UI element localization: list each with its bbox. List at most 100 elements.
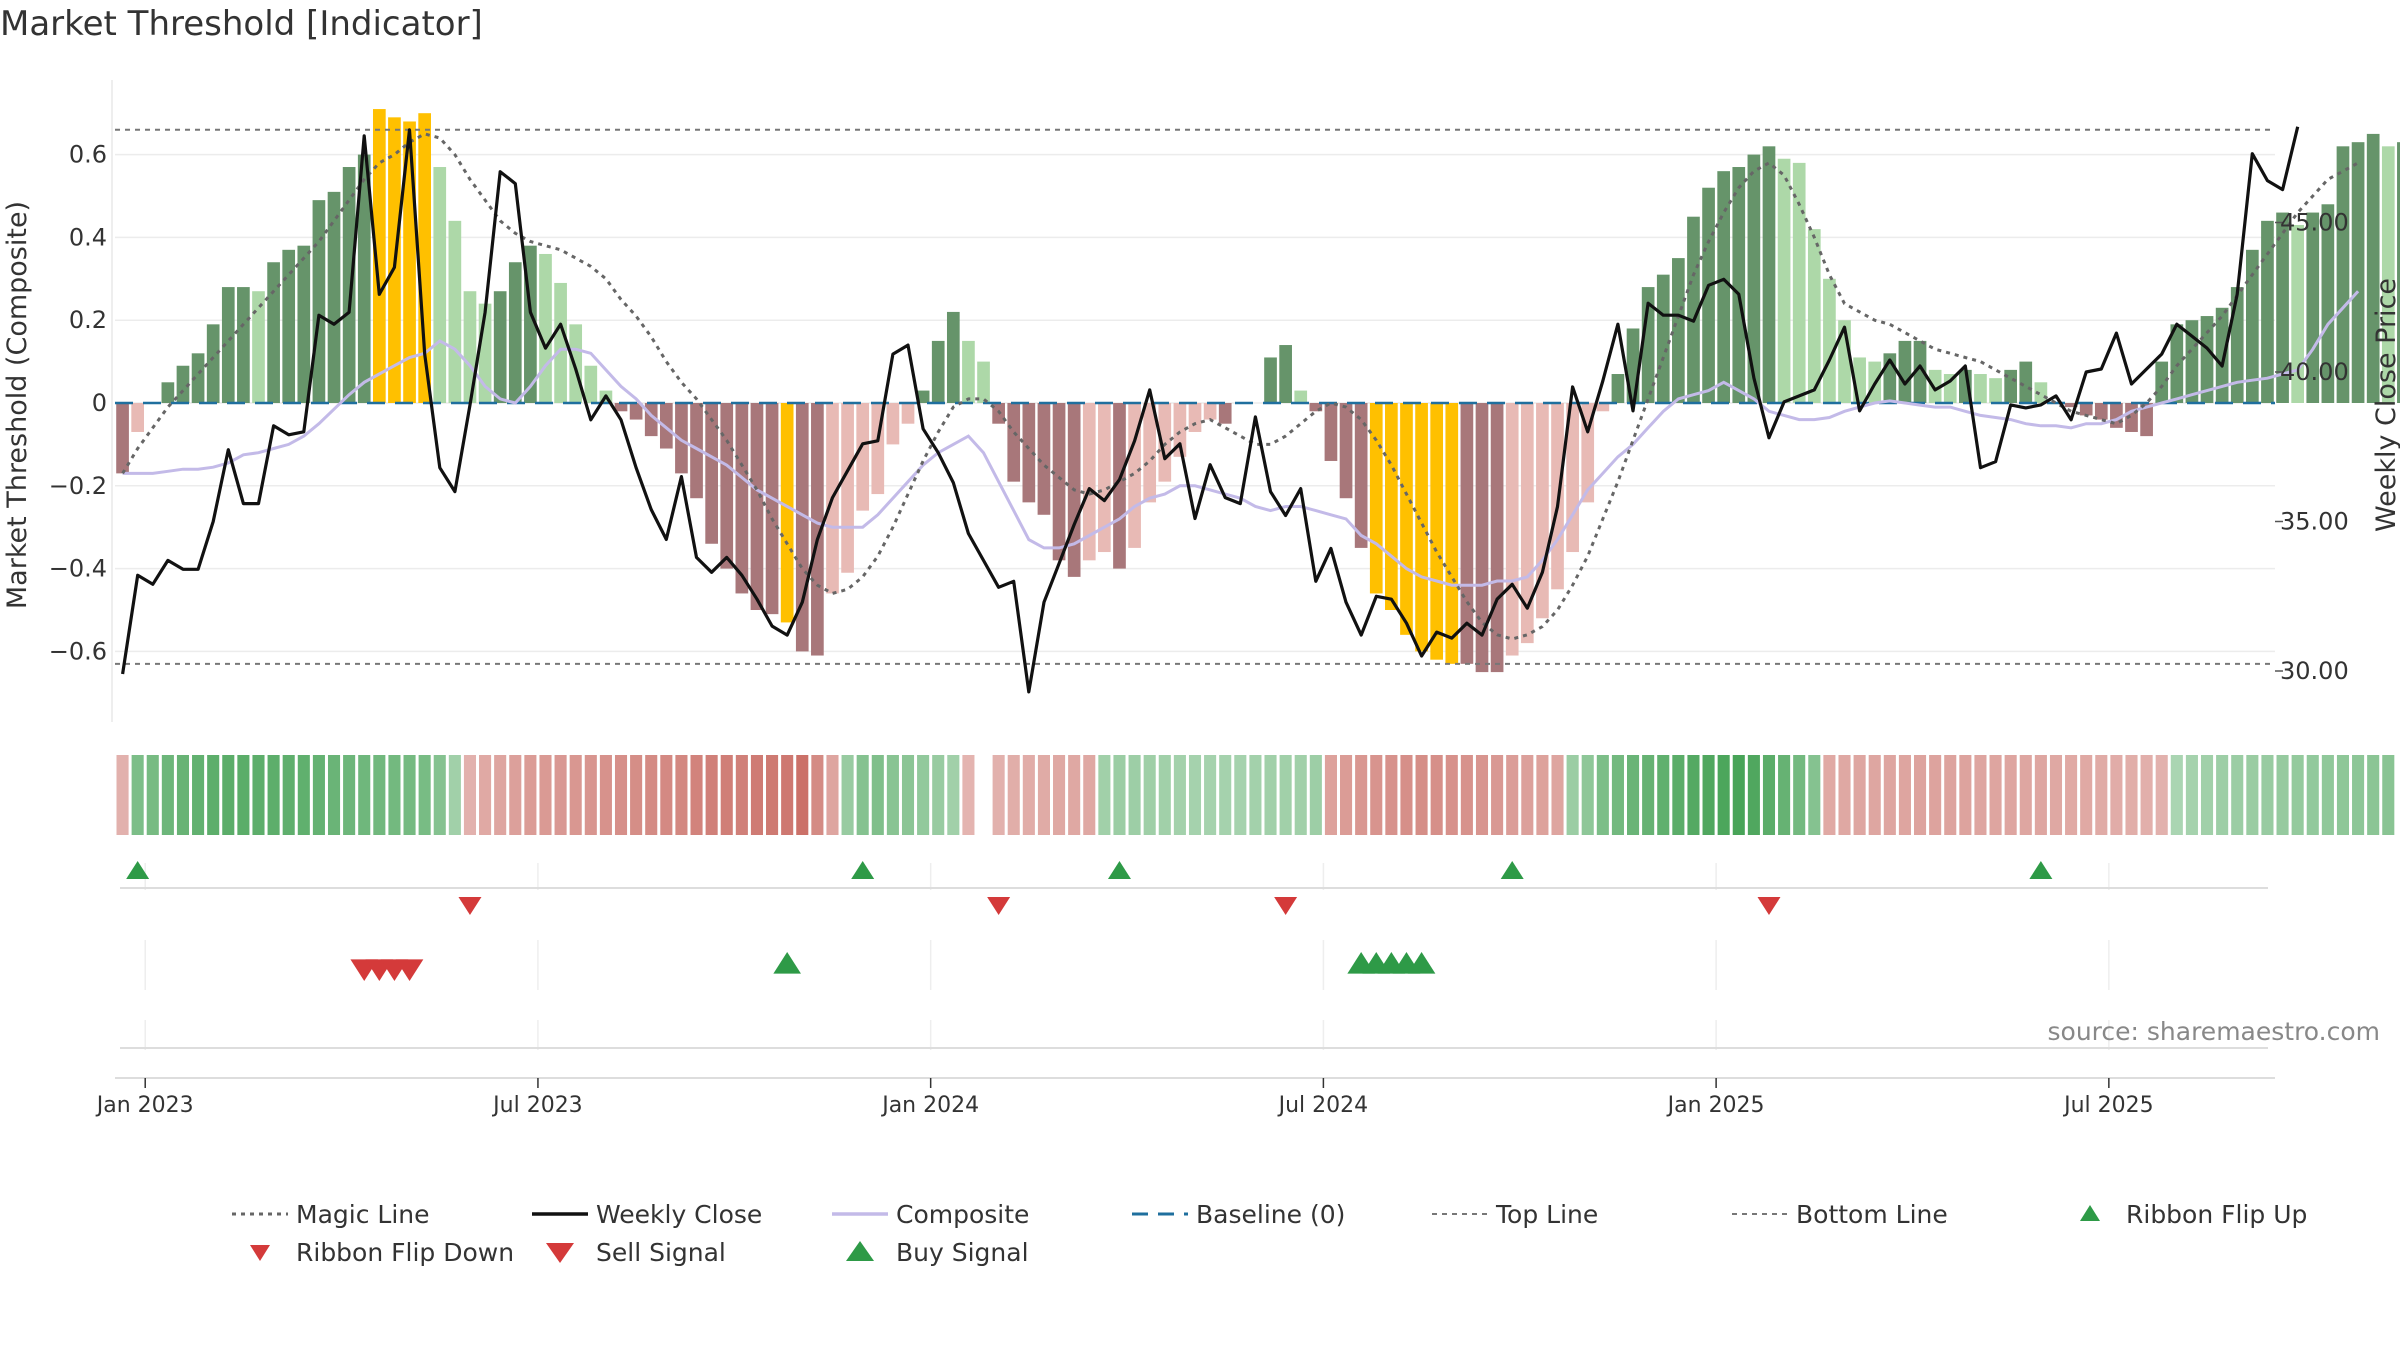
legend-item-bottom: Bottom Line <box>1730 1196 1948 1232</box>
ribbon-segment <box>343 755 356 835</box>
ribbon-segment <box>1264 755 1277 835</box>
ribbon-segment <box>2276 755 2289 835</box>
histogram-bar <box>131 403 145 432</box>
ribbon-segment <box>1340 755 1353 835</box>
ribbon-segment <box>826 755 839 835</box>
ribbon-segment <box>1007 755 1020 835</box>
ribbon-flip-down-marker <box>458 897 482 915</box>
legend-label: Top Line <box>1496 1199 1599 1229</box>
ribbon-segment <box>1611 755 1624 835</box>
histogram-bar <box>176 365 190 403</box>
ribbon-segment <box>2216 755 2229 835</box>
legend-item-buy: Buy Signal <box>830 1234 1029 1270</box>
histogram-bar <box>1445 403 1459 664</box>
ribbon-segment <box>1173 755 1186 835</box>
ribbon-segment <box>917 755 930 835</box>
ribbon-segment <box>1732 755 1745 835</box>
histogram-bar <box>418 113 431 403</box>
legend-label: Composite <box>896 1199 1030 1229</box>
histogram-bar <box>312 200 326 403</box>
histogram-bar <box>720 403 734 569</box>
histogram-bar <box>916 390 930 403</box>
ribbon-segment <box>358 755 371 835</box>
ribbon-segment <box>2246 755 2259 835</box>
ribbon-segment <box>176 755 190 835</box>
histogram-bar <box>1218 403 1232 424</box>
ribbon-segment <box>599 755 612 835</box>
legend-swatch <box>250 1245 270 1261</box>
ribbon-segment <box>1506 755 1519 835</box>
histogram-bar <box>1415 403 1428 652</box>
legend-item-top: Top Line <box>1430 1196 1598 1232</box>
ribbon-segment <box>1672 755 1685 835</box>
ribbon-segment <box>116 755 129 835</box>
ribbon-segment <box>1762 755 1776 835</box>
ribbon-segment <box>2110 755 2123 835</box>
ribbon-segment <box>1113 755 1126 835</box>
ribbon-segment <box>1838 755 1851 835</box>
ribbon-segment <box>690 755 703 835</box>
histogram-bar <box>811 403 824 656</box>
histogram-bar <box>297 245 311 403</box>
histogram-bar <box>1294 390 1308 403</box>
ribbon-segment <box>1460 755 1473 835</box>
ribbon-segment <box>327 755 341 835</box>
histogram-bar <box>1656 274 1670 403</box>
ribbon-segment <box>2095 755 2108 835</box>
histogram-bar <box>2366 133 2380 403</box>
ribbon-segment <box>1778 755 1791 835</box>
histogram-bar <box>1460 403 1474 664</box>
ribbon-segment <box>2261 755 2274 835</box>
histogram-bar <box>2185 320 2199 403</box>
x-tick-label: Jul 2025 <box>2062 1093 2154 1118</box>
histogram-bar <box>1732 167 1746 403</box>
ribbon-segment <box>1445 755 1458 835</box>
ribbon-segment <box>1913 755 1927 835</box>
ribbon-segment <box>2321 755 2334 835</box>
histogram-bar <box>962 340 975 403</box>
ribbon-segment <box>660 755 673 835</box>
ribbon-segment <box>2291 755 2304 835</box>
ribbon-segment <box>1687 755 1700 835</box>
histogram-bar <box>237 287 250 403</box>
histogram-bar <box>1007 403 1021 482</box>
histogram-bar <box>1702 187 1715 403</box>
ribbon-segment <box>1475 755 1489 835</box>
histogram-bar <box>1158 403 1172 482</box>
histogram-bar <box>116 403 129 474</box>
ribbon-segment <box>1929 755 1942 835</box>
legend-swatch <box>532 1212 588 1216</box>
legend-label: Weekly Close <box>596 1199 763 1229</box>
ribbon-segment <box>1037 755 1050 835</box>
histogram-bar <box>1037 403 1051 515</box>
ribbon-segment <box>494 755 507 835</box>
axes: 0.6 0.4 0.2 0 −0.2 −0.4 −0.6 45.00 40.00 35.00 30.… <box>49 80 2349 722</box>
histogram-bar <box>554 282 567 403</box>
legend-item-flipup: Ribbon Flip Up <box>2060 1196 2307 1232</box>
ribbon-segment <box>901 755 915 835</box>
histogram-bar <box>750 403 764 610</box>
ribbon-segment <box>766 755 779 835</box>
weekly-close-line <box>121 126 2300 694</box>
series-lines <box>115 126 2360 694</box>
ribbon-segment <box>630 755 643 835</box>
ribbon-flip-up-marker <box>2029 861 2053 879</box>
sell-signal-marker <box>395 959 424 981</box>
ribbon-segment <box>237 755 250 835</box>
ribbon-flip-up-marker <box>851 861 875 879</box>
legend-label: Bottom Line <box>1796 1199 1948 1229</box>
histogram-bar <box>946 311 960 403</box>
ribbon-segment <box>569 755 582 835</box>
histogram-bar <box>1581 403 1595 503</box>
ribbon-segment <box>2049 755 2063 835</box>
x-tick-label: Jan 2025 <box>1666 1093 1765 1118</box>
ribbon-segment <box>2367 755 2380 835</box>
ribbon-segment <box>1944 755 1957 835</box>
ribbon-segment <box>2200 755 2214 835</box>
histogram-bar <box>252 291 265 403</box>
histogram-bar <box>614 403 628 412</box>
histogram-bar <box>1475 403 1489 673</box>
signal-rows <box>120 861 2268 1050</box>
histogram-bar <box>1324 403 1338 461</box>
